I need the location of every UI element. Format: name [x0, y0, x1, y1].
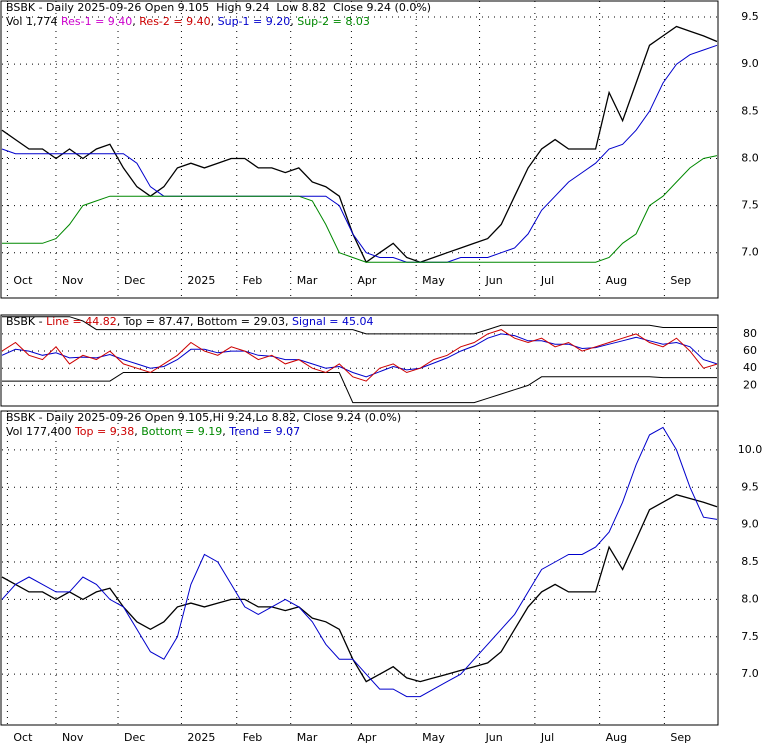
header-segment: Sup-2 = 8.03: [297, 15, 370, 28]
y-tick-label: 8.0: [741, 151, 759, 164]
y-tick-label: 8.0: [741, 592, 759, 605]
x-tick-label: Sep: [670, 274, 691, 287]
price-line: [1, 333, 718, 378]
header-text: BSBK - Daily 2025-09-26 Open 9.105,Hi 9.…: [6, 411, 401, 424]
header-segment: , Top = 87.47, Bottom = 29.03,: [117, 315, 292, 328]
y-tick-label: 10.0: [738, 443, 763, 456]
header-segment: Vol 177,400: [6, 425, 75, 438]
y-tick-label: 8.5: [741, 104, 759, 117]
x-tick-label: Oct: [13, 731, 33, 744]
x-tick-label: Feb: [243, 731, 262, 744]
y-tick-label: 9.0: [741, 57, 759, 70]
x-tick-label: May: [422, 274, 445, 287]
header-segment: BSBK - Daily 2025-09-26 Open 9.105 High …: [6, 1, 431, 14]
x-tick-label: 2025: [187, 731, 215, 744]
price-line: [1, 329, 718, 382]
y-tick-label: 7.5: [741, 199, 759, 212]
header-segment: ,: [134, 425, 141, 438]
price-line: [1, 25, 718, 264]
header-segment: ,: [132, 15, 139, 28]
x-tick-label: Sep: [670, 731, 691, 744]
y-tick-label: 20: [743, 378, 757, 391]
x-tick-label: Aug: [606, 731, 627, 744]
header-segment: Trend = 9.07: [228, 425, 300, 438]
price-line: [2, 372, 717, 404]
header-segment: ,: [211, 15, 218, 28]
x-tick-label: Nov: [62, 731, 84, 744]
y-tick-label: 7.0: [741, 667, 759, 680]
header-segment: Top = 9.38: [74, 425, 134, 438]
header-segment: Sup-1 = 9.20: [218, 15, 291, 28]
header-segment: ,: [290, 15, 297, 28]
y-tick-label: 7.5: [741, 630, 759, 643]
header-segment: Line = 44.82: [46, 315, 117, 328]
x-tick-label: Dec: [124, 731, 145, 744]
header-text: BSBK - Line = 44.82, Top = 87.47, Bottom…: [6, 315, 373, 328]
price-line: [1, 44, 718, 263]
x-tick-label: Apr: [357, 274, 377, 287]
x-tick-label: Jun: [485, 731, 503, 744]
header-segment: Signal = 45.04: [292, 315, 374, 328]
x-tick-label: Apr: [357, 731, 377, 744]
price-line: [2, 155, 718, 263]
x-tick-label: Jun: [485, 274, 503, 287]
y-tick-label: 80: [743, 327, 757, 340]
y-tick-label: 8.5: [741, 555, 759, 568]
header-segment: BSBK - Daily 2025-09-26 Open 9.105,Hi 9.…: [6, 411, 401, 424]
x-tick-label: Jul: [540, 274, 554, 287]
y-tick-label: 9.5: [741, 480, 759, 493]
header-segment: Bottom = 9.19: [141, 425, 222, 438]
header-text: BSBK - Daily 2025-09-26 Open 9.105 High …: [6, 1, 431, 14]
price-line: [1, 494, 718, 683]
x-tick-label: Jul: [540, 731, 554, 744]
x-tick-label: May: [422, 731, 445, 744]
x-tick-label: Mar: [297, 731, 318, 744]
x-tick-label: Nov: [62, 274, 84, 287]
header-segment: BSBK -: [6, 315, 46, 328]
price-panel: [0, 0, 719, 299]
trend-panel: [0, 410, 719, 726]
y-tick-label: 60: [743, 344, 757, 357]
x-tick-label: Feb: [243, 274, 262, 287]
x-tick-label: Dec: [124, 274, 145, 287]
header-segment: Vol 1,774: [6, 15, 61, 28]
price-line: [2, 316, 717, 335]
header-text: Vol 177,400 Top = 9.38, Bottom = 9.19, T…: [6, 425, 300, 438]
y-tick-label: 40: [743, 361, 757, 374]
y-tick-label: 7.0: [741, 246, 759, 259]
header-segment: ,: [222, 425, 229, 438]
header-segment: Res-1 = 9.40: [61, 15, 132, 28]
x-tick-label: 2025: [187, 274, 215, 287]
x-tick-label: Mar: [297, 274, 318, 287]
price-line: [1, 426, 718, 698]
header-text: Vol 1,774 Res-1 = 9.40, Res-2 = 9.40, Su…: [6, 15, 370, 28]
y-tick-label: 9.5: [741, 10, 759, 23]
header-segment: Res-2 = 9.40: [139, 15, 210, 28]
x-tick-label: Aug: [606, 274, 627, 287]
y-tick-label: 9.0: [741, 518, 759, 531]
x-tick-label: Oct: [13, 274, 33, 287]
oscillator-panel: [0, 314, 719, 407]
